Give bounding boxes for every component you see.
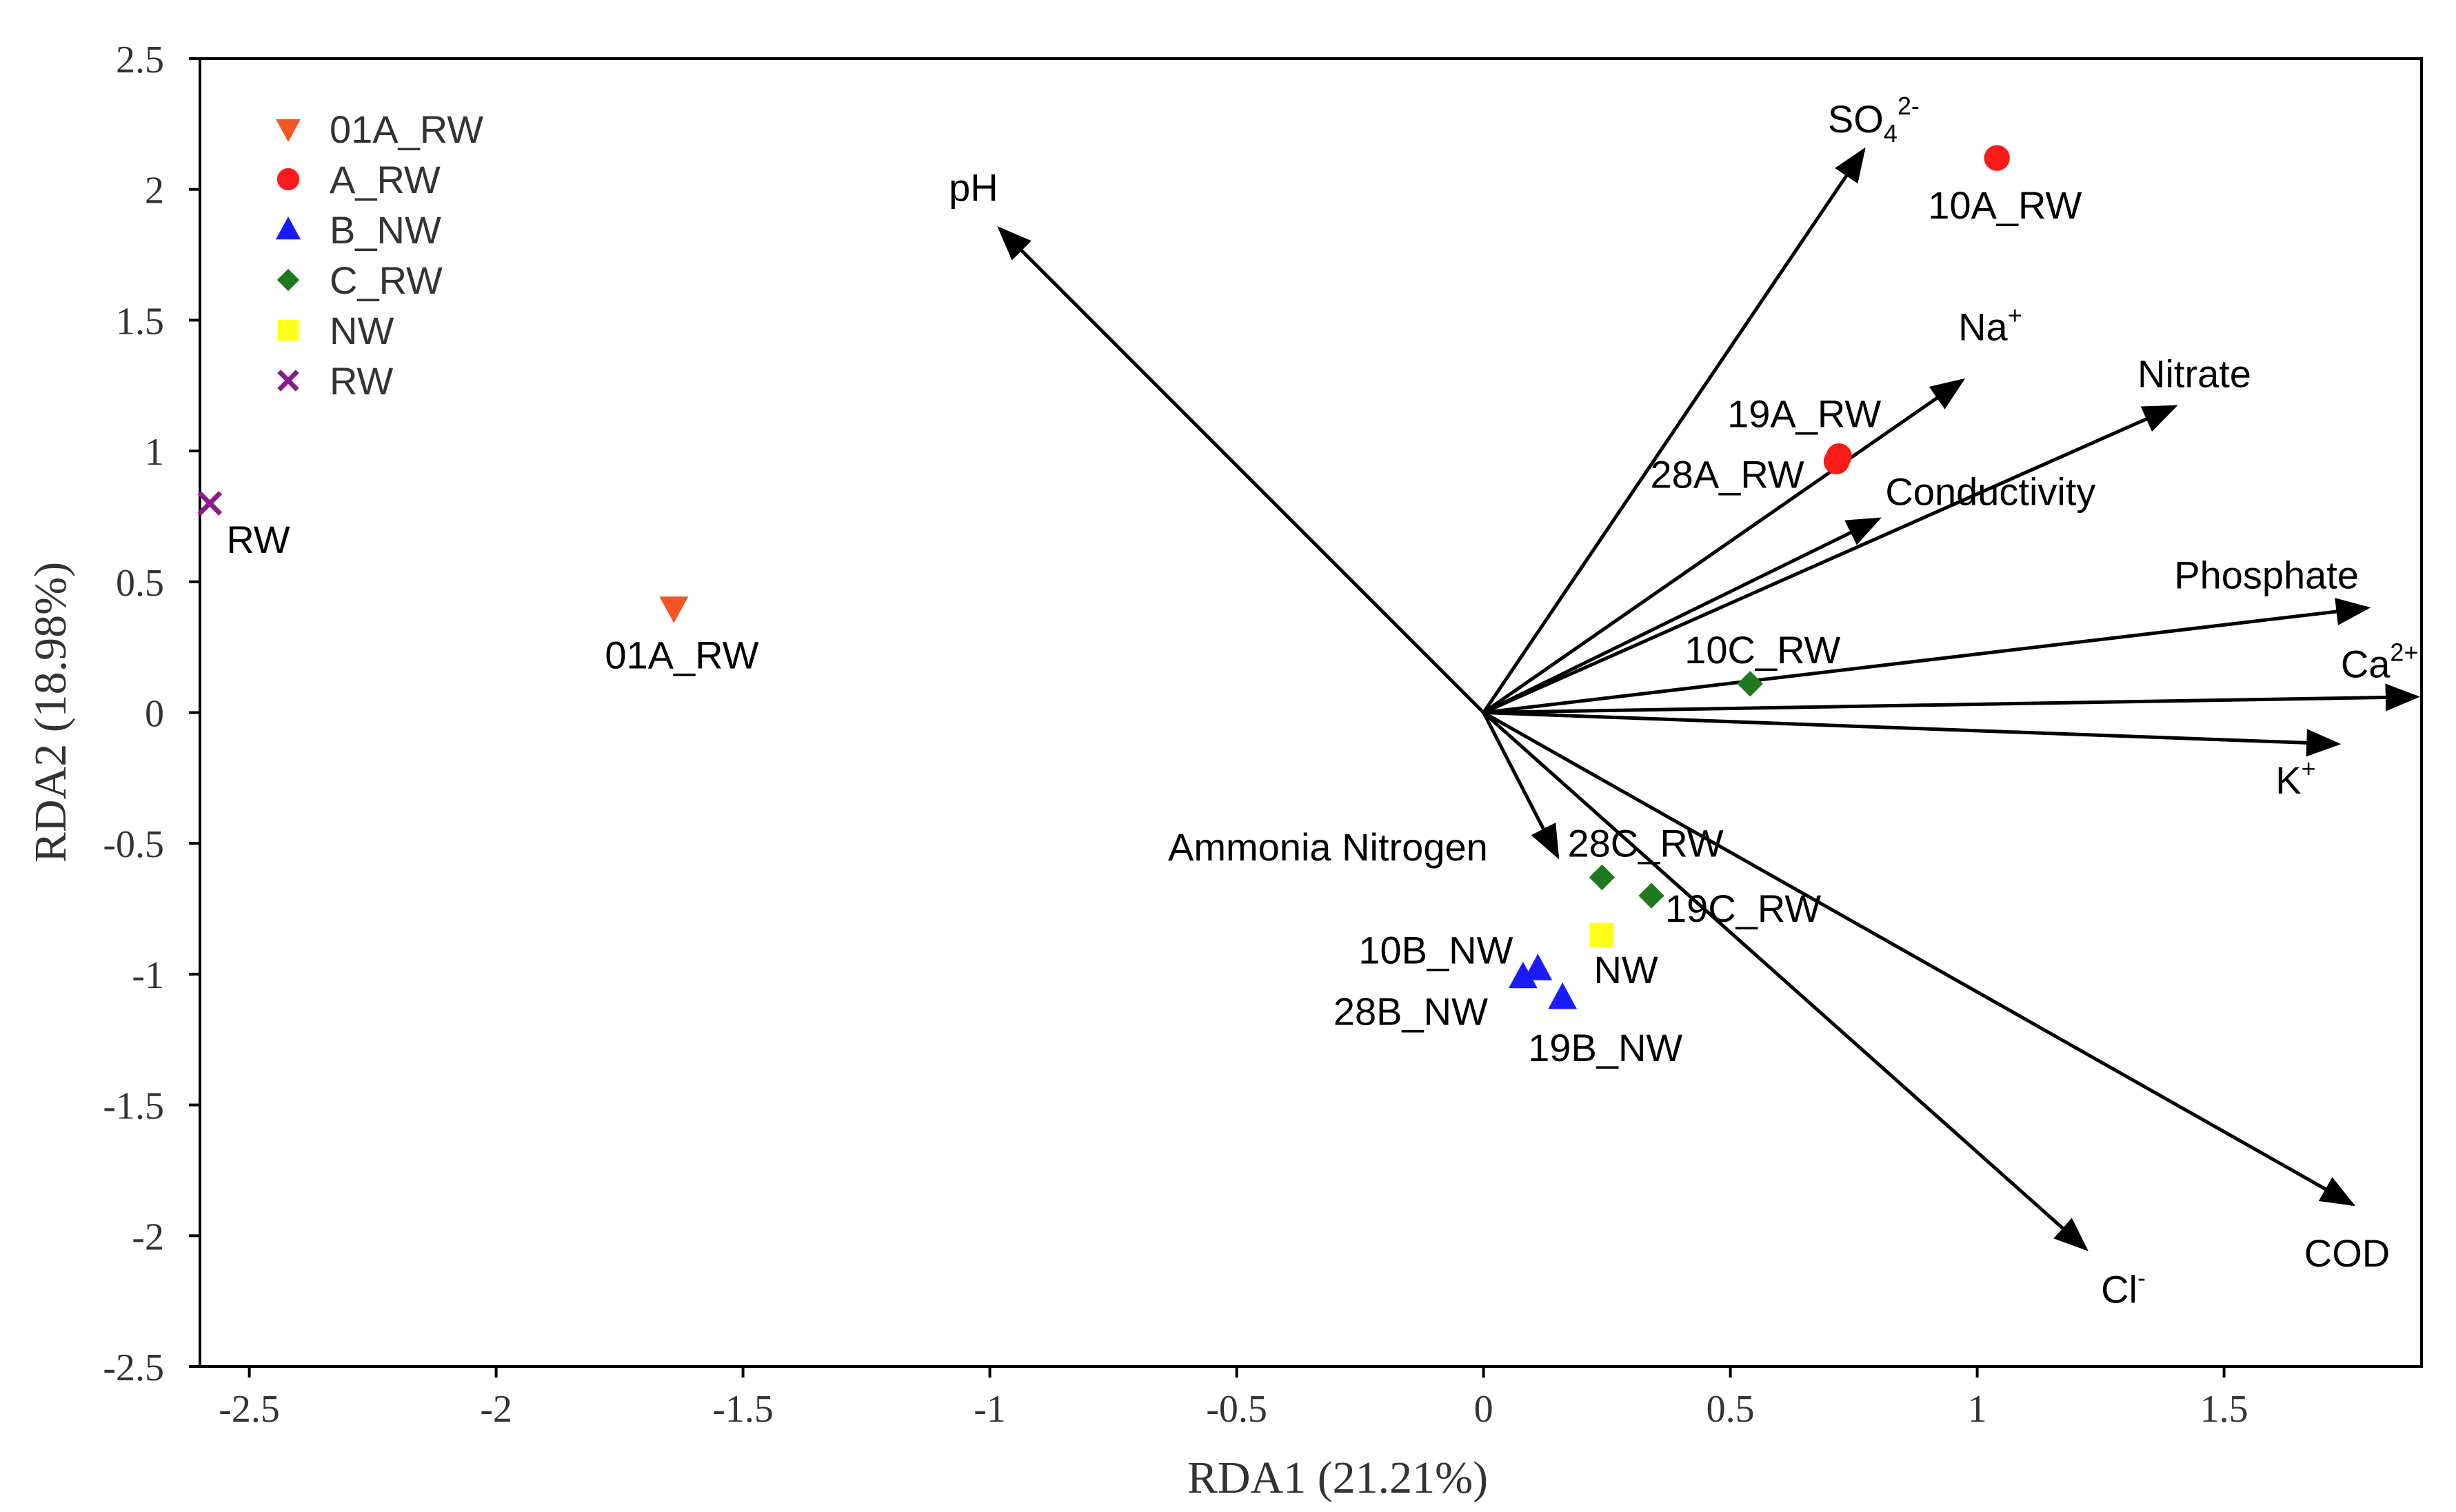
vector-arrow-nitrate (1482, 405, 2178, 714)
y-tick-label: -1.5 (103, 1085, 164, 1128)
vector-label-ph: pH (949, 166, 998, 210)
vector-label-na: Na+ (1958, 301, 2022, 349)
point-label-19c-rw: 19C_RW (1665, 887, 1821, 930)
y-tick-label: 0.5 (116, 562, 164, 605)
point-label-28c-rw: 28C_RW (1567, 822, 1723, 865)
point-28a-rw (1823, 448, 1850, 474)
y-tick-label: 0 (145, 693, 164, 736)
point-19b-nw (1548, 982, 1578, 1009)
vector-arrow-ca2 (1483, 683, 2420, 714)
vector-arrow-cod (1482, 711, 2356, 1207)
plot-frame (199, 57, 2423, 1368)
x-tick-label: -0.5 (1206, 1388, 1267, 1431)
point-label-19b-nw: 19B_NW (1528, 1026, 1682, 1069)
legend: 01A_RW A_RW B_NW C_RW NW RW (275, 108, 483, 403)
legend-marker-01a-rw (275, 119, 301, 142)
vector-label-k: K+ (2275, 754, 2315, 802)
point-label-28a-rw: 28A_RW (1651, 452, 1804, 496)
point-label-10b-nw: 10B_NW (1358, 928, 1513, 971)
point-10b-nw (1523, 954, 1553, 980)
point-label-28b-nw: 28B_NW (1333, 990, 1488, 1034)
legend-marker-b-nw (275, 216, 301, 240)
vector-label-conductivity: Conductivity (1885, 470, 2095, 514)
legend-marker-rw (277, 370, 299, 392)
y-tick-label: -0.5 (103, 823, 164, 866)
point-label-10a-rw: 10A_RW (1928, 183, 2082, 227)
y-tick-label: -2.5 (103, 1347, 164, 1389)
y-tick-label: 1.5 (116, 300, 164, 343)
point-28b-nw (1508, 961, 1538, 989)
y-tick-label: 2 (145, 170, 164, 212)
vector-arrow-ph (997, 226, 1485, 714)
x-axis-title: RDA1 (21.21%) (1187, 1453, 1488, 1503)
x-tick-label: 0 (1474, 1388, 1493, 1431)
point-19c-rw (1638, 883, 1664, 909)
x-tick-label: 1 (1968, 1388, 1987, 1431)
point-01a-rw (659, 596, 689, 623)
legend-marker-nw (277, 319, 299, 341)
y-tick-label: 2.5 (116, 39, 164, 81)
vector-label-phosphate: Phosphate (2174, 554, 2359, 597)
y-axis-title: RDA2 (18.98%) (26, 562, 76, 863)
x-tick-label: 0.5 (1707, 1388, 1755, 1431)
point-label-rw: RW (226, 518, 290, 561)
legend-marker-c-rw (276, 268, 300, 292)
vector-arrow-na (1482, 378, 1966, 714)
vector-arrow-k (1483, 711, 2342, 757)
x-tick-label: -2 (480, 1388, 512, 1431)
point-label-01a-rw: 01A_RW (605, 634, 758, 677)
y-tick-label: 1 (145, 431, 164, 474)
point-label-10c-rw: 10C_RW (1684, 628, 1840, 672)
point-rw (197, 491, 223, 516)
point-nw (1589, 923, 1615, 947)
vector-arrow-conductivity (1482, 517, 1882, 714)
vector-label-nitrate: Nitrate (2137, 352, 2251, 396)
legend-marker-a-rw (276, 168, 300, 191)
x-tick-label: -1 (974, 1388, 1006, 1431)
point-28c-rw (1589, 864, 1615, 891)
sample-points: 01A_RW 10A_RW 19A_RW 28A_RW 10B_NW 28B_NW 19B_… (197, 145, 2082, 1069)
legend-label-nw: NW (330, 309, 394, 352)
environmental-vectors: pH SO42- Na+ Nitrate Conductivity Phosphate Ca… (949, 92, 2420, 1311)
point-label-nw: NW (1593, 948, 1658, 991)
x-tick-label: 1.5 (2200, 1388, 2248, 1431)
axis-ticks: -2.5 -2 -1.5 -1 -0.5 0 0.5 1 1.5 2.5 2 1.5 1 0.5 0 -0.5… (103, 39, 2248, 1431)
vector-label-ammonia-nitrogen: Ammonia Nitrogen (1168, 825, 1488, 869)
point-label-19a-rw: 19A_RW (1727, 392, 1881, 436)
vector-arrow-so42 (1482, 147, 1866, 714)
vector-arrow-cl (1482, 711, 2088, 1251)
point-10c-rw (1737, 671, 1763, 697)
legend-label-rw: RW (330, 359, 393, 403)
vector-arrow-ammonia-nitrogen (1482, 712, 1560, 860)
point-10a-rw (1984, 145, 2010, 171)
y-tick-label: -1 (132, 954, 164, 997)
legend-label-01a-rw: 01A_RW (330, 108, 483, 151)
vector-label-cl: Cl- (2101, 1263, 2146, 1311)
vector-arrow-phosphate (1483, 598, 2371, 714)
vector-label-cod: COD (2304, 1231, 2390, 1275)
x-tick-label: -1.5 (712, 1388, 774, 1431)
x-tick-label: -2.5 (219, 1388, 280, 1431)
legend-label-a-rw: A_RW (330, 158, 441, 201)
legend-label-c-rw: C_RW (330, 259, 443, 302)
legend-label-b-nw: B_NW (330, 208, 441, 252)
vector-label-so42: SO42- (1828, 92, 1920, 148)
y-tick-label: -2 (132, 1216, 164, 1258)
vector-label-ca2: Ca2+ (2341, 638, 2419, 686)
